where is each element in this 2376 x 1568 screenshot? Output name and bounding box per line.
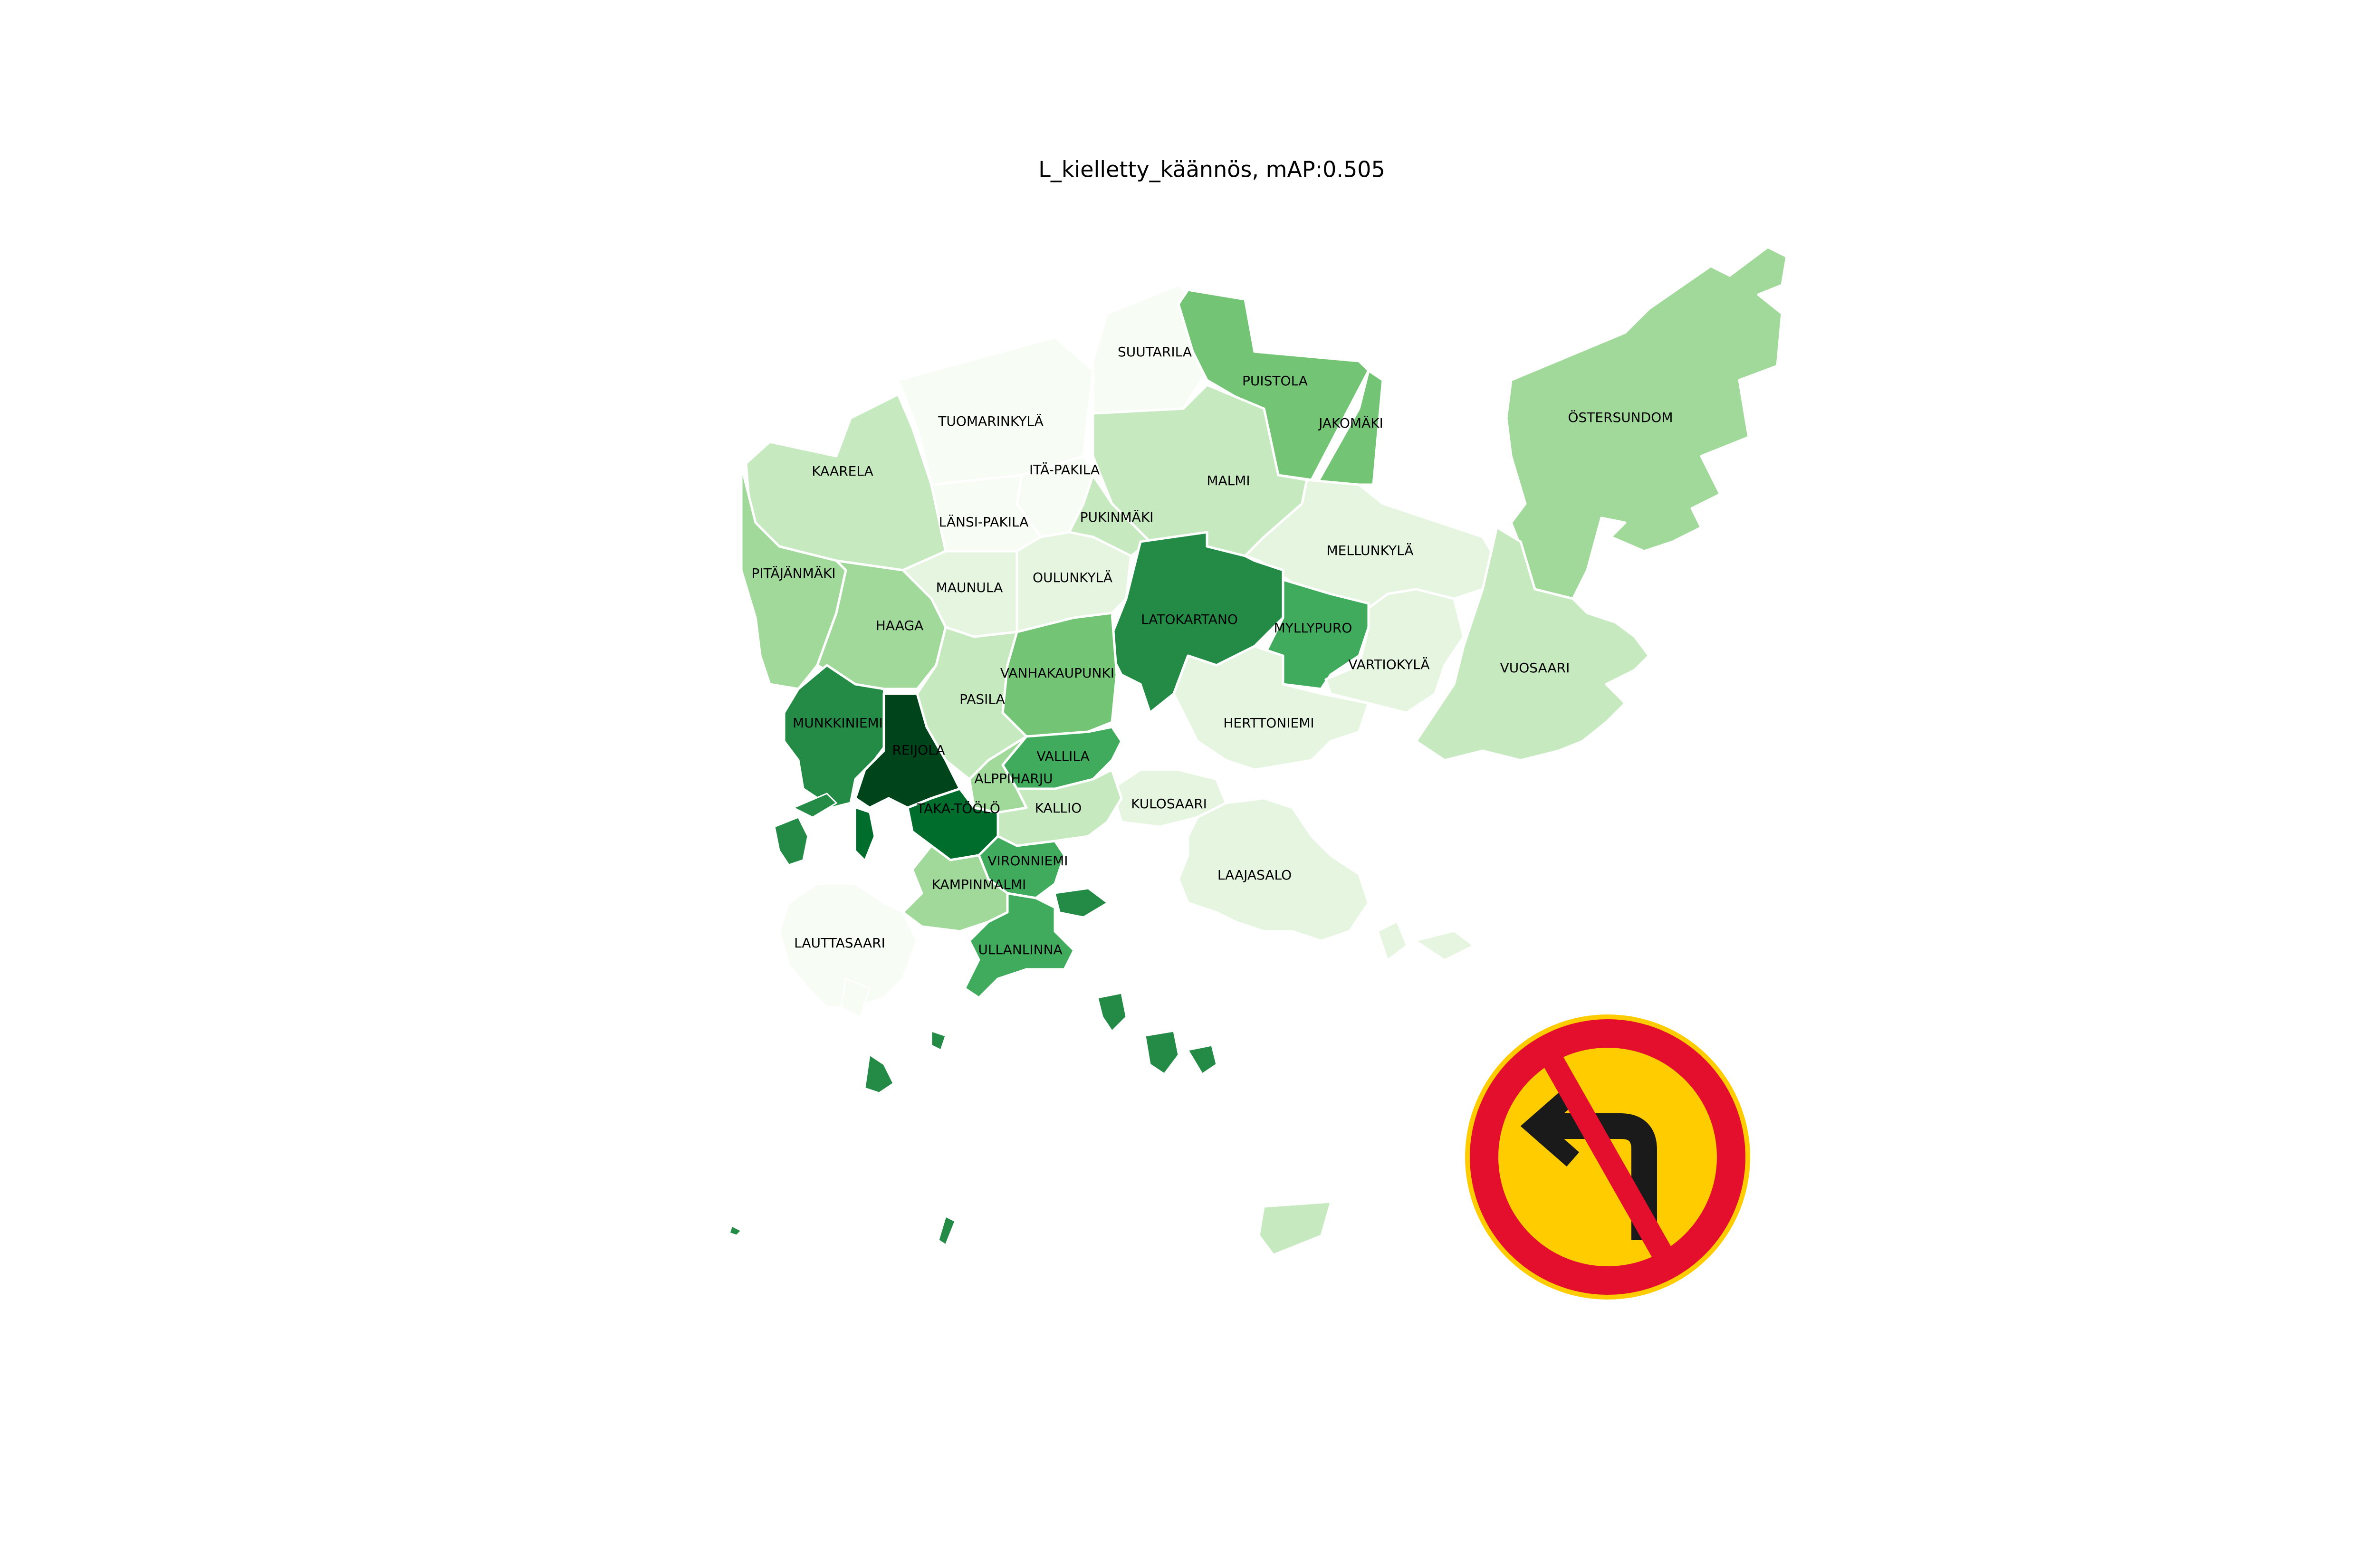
district-layer	[740, 246, 1788, 1009]
district-label: MAUNULA	[936, 580, 1003, 595]
island	[774, 816, 809, 866]
district-label: VARTIOKYLÄ	[1348, 657, 1429, 672]
district-label: TUOMARINKYLÄ	[938, 413, 1043, 429]
district-label: KALLIO	[1035, 800, 1082, 816]
district-ullanlinna	[963, 892, 1075, 999]
district-label: HERTTONIEMI	[1223, 715, 1314, 731]
no-left-turn-sign-icon	[1465, 1014, 1750, 1300]
district-label: MYLLYPURO	[1274, 620, 1352, 636]
arrow-head-icon	[1520, 1085, 1580, 1167]
district-label: ALPPIHARJU	[974, 771, 1053, 786]
district-label: PITÄJÄNMÄKI	[751, 565, 835, 581]
district-label: LAUTTASAARI	[794, 935, 885, 951]
district-label: ITÄ-PAKILA	[1029, 462, 1100, 478]
district-label: VALLILA	[1036, 748, 1089, 764]
island	[840, 977, 871, 1018]
island	[1097, 992, 1127, 1033]
district-label: MELLUNKYLÄ	[1327, 543, 1414, 558]
district-label: PASILA	[959, 691, 1005, 707]
island	[930, 1030, 947, 1052]
district-label: LÄNSI-PAKILA	[939, 514, 1029, 530]
district-label: SUUTARILA	[1118, 344, 1192, 360]
district-haaga	[816, 559, 947, 690]
island	[1187, 1044, 1217, 1075]
district-label: MALMI	[1207, 473, 1250, 488]
district-label: ÖSTERSUNDOM	[1568, 409, 1673, 425]
island-layer	[728, 793, 1475, 1255]
map-title: L_kielletty_käännös, mAP:0.505	[1038, 157, 1385, 182]
district-vartiokyla	[1324, 588, 1465, 714]
district-myllypuro	[1263, 578, 1370, 690]
district-vuosaari	[1415, 526, 1650, 762]
district-label: KAMPINMALMI	[932, 877, 1026, 892]
district-label: PUISTOLA	[1242, 373, 1308, 389]
island	[854, 806, 875, 861]
island	[938, 1215, 956, 1246]
district-label: REIJOLA	[892, 742, 945, 758]
district-label: LAAJASALO	[1217, 867, 1292, 883]
district-label: VUOSAARI	[1500, 660, 1570, 676]
district-label-layer: SUUTARILA PUISTOLA TUOMARINKYLÄ JAKOMÄKI…	[751, 344, 1673, 957]
district-label: HAAGA	[876, 618, 924, 633]
district-label: ULLANLINNA	[978, 942, 1062, 957]
district-label: PUKINMÄKI	[1080, 509, 1154, 525]
island	[864, 1053, 894, 1094]
district-lauttasaari	[778, 882, 919, 1009]
island	[1144, 1030, 1179, 1075]
island	[792, 793, 838, 818]
district-label: MUNKKINIEMI	[793, 715, 883, 731]
district-herttoniemi	[1172, 645, 1370, 771]
district-label: VANHAKAUPUNKI	[1000, 665, 1114, 681]
island	[728, 1224, 743, 1236]
sign-slash	[1541, 1050, 1675, 1264]
district-label: TAKA-TÖÖLÖ	[916, 800, 1000, 816]
district-label: LATOKARTANO	[1141, 612, 1238, 627]
left-turn-arrow-icon	[1549, 1113, 1657, 1240]
island	[1054, 888, 1109, 918]
district-label: KAARELA	[812, 463, 873, 479]
district-label: JAKOMÄKI	[1318, 415, 1383, 431]
district-label: OULUNKYLÄ	[1033, 570, 1112, 585]
island	[1377, 920, 1408, 961]
district-label: KULOSAARI	[1131, 796, 1207, 812]
island	[1414, 930, 1475, 961]
district-munkkiniemi	[783, 664, 890, 809]
island	[1258, 1201, 1332, 1255]
district-laajasalo	[1177, 797, 1370, 942]
district-label: VIRONNIEMI	[987, 853, 1068, 869]
